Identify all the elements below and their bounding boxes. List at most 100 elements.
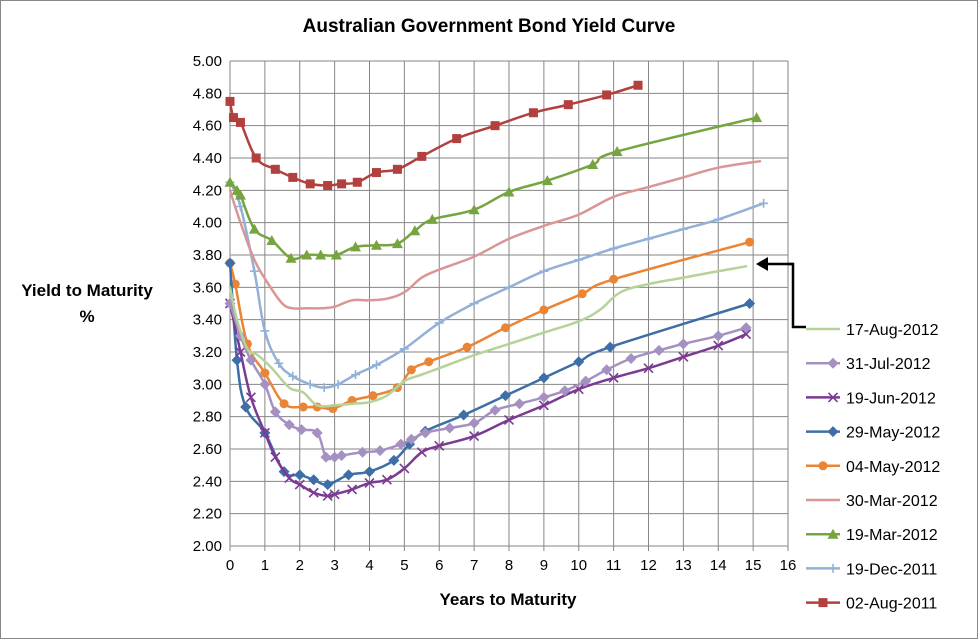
data-point [469, 431, 480, 442]
data-point [611, 146, 623, 157]
data-point [392, 164, 402, 174]
x-tick-label: 7 [470, 557, 478, 574]
data-point [503, 186, 515, 197]
data-point [469, 299, 479, 308]
data-point [528, 108, 538, 118]
data-point [333, 379, 343, 389]
x-tick-label: 12 [640, 557, 657, 574]
data-point [573, 356, 585, 368]
data-point [269, 406, 281, 418]
data-point [388, 454, 400, 466]
data-point [288, 371, 298, 381]
data-point [364, 466, 375, 478]
data-point [677, 338, 689, 350]
legend-marker [827, 357, 839, 369]
y-tick-label: 2.00 [193, 538, 222, 555]
x-tick-label: 6 [435, 557, 443, 574]
data-point [563, 100, 573, 110]
data-point [399, 344, 409, 354]
x-tick-label: 9 [540, 557, 548, 574]
legend-label: 31-Jul-2012 [846, 356, 931, 373]
data-point [330, 249, 342, 260]
data-point [319, 383, 329, 393]
data-point [311, 427, 323, 439]
arrow-head-icon [756, 257, 768, 271]
data-point [301, 249, 313, 260]
data-point [426, 213, 438, 224]
data-point [337, 179, 347, 189]
legend-marker [827, 528, 839, 539]
data-point [712, 330, 724, 342]
data-point [608, 372, 619, 383]
data-point [368, 391, 378, 401]
data-point [587, 158, 599, 169]
data-point [504, 282, 514, 292]
y-tick-label: 4.80 [193, 85, 222, 102]
data-point [434, 318, 444, 328]
data-point [462, 342, 472, 352]
data-point [285, 252, 297, 263]
legend-item: 19-Mar-2012 [806, 527, 938, 544]
data-point [417, 151, 427, 161]
data-point [231, 354, 243, 366]
data-point [374, 445, 386, 457]
data-point [609, 244, 619, 254]
legend-item: 19-Jun-2012 [806, 390, 936, 407]
data-point [260, 326, 270, 336]
legend-item: 19-Dec-2011 [806, 561, 937, 578]
y-axis-title-line1: Yield to Maturity [21, 281, 153, 300]
legend-label: 29-May-2012 [846, 425, 940, 442]
data-point [224, 176, 236, 187]
data-point [294, 479, 305, 490]
data-point [653, 344, 665, 356]
data-point [644, 234, 653, 244]
data-point [434, 440, 445, 451]
data-point [288, 172, 298, 182]
data-point [539, 266, 549, 276]
y-axis-title-line2: % [79, 307, 94, 326]
y-tick-label: 3.40 [193, 312, 222, 329]
series-19-Jun-2012 [224, 298, 752, 501]
legend-label: 04-May-2012 [846, 459, 940, 476]
data-point [601, 364, 613, 376]
data-point [580, 375, 592, 387]
x-tick-label: 5 [400, 557, 408, 574]
x-tick-label: 10 [570, 557, 587, 574]
data-point [350, 241, 362, 252]
data-point [260, 368, 270, 378]
x-tick-label: 8 [505, 557, 513, 574]
data-point [298, 402, 308, 412]
data-point [468, 417, 480, 429]
data-point [745, 237, 755, 247]
series-02-Aug-2011 [225, 80, 643, 190]
x-tick-label: 1 [261, 557, 269, 574]
data-point [713, 214, 723, 224]
y-tick-label: 2.60 [193, 441, 222, 458]
y-tick-label: 4.40 [193, 150, 222, 167]
data-point [245, 392, 256, 403]
y-tick-label: 3.60 [193, 279, 222, 296]
x-tick-label: 0 [226, 557, 234, 574]
x-tick-label: 2 [296, 557, 304, 574]
data-point [559, 385, 571, 397]
data-point [643, 363, 654, 374]
data-point [416, 447, 427, 458]
annotation-arrow [756, 257, 806, 329]
data-point [346, 484, 358, 495]
data-point [371, 360, 381, 370]
data-point [740, 322, 752, 334]
data-point [228, 113, 238, 123]
data-point [741, 329, 752, 340]
data-point [245, 354, 257, 366]
data-point [633, 80, 643, 90]
legend-label: 02-Aug-2011 [846, 596, 937, 613]
legend-marker [818, 461, 828, 471]
data-point [538, 372, 550, 384]
data-point [501, 323, 511, 333]
legend-marker [828, 563, 838, 573]
data-point [323, 180, 333, 190]
data-point [322, 479, 334, 491]
legend: 17-Aug-2012 31-Jul-2012 19-Jun-2012 29-May-… [806, 322, 940, 613]
series-layer [224, 80, 769, 501]
